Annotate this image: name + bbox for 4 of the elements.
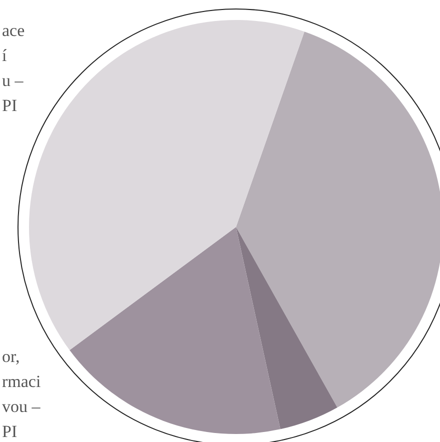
text: ace í u – PI [2, 21, 25, 115]
text: or, rmaci vou – PI [2, 347, 41, 441]
pie-slice [236, 227, 338, 430]
pie-slice [70, 227, 280, 434]
